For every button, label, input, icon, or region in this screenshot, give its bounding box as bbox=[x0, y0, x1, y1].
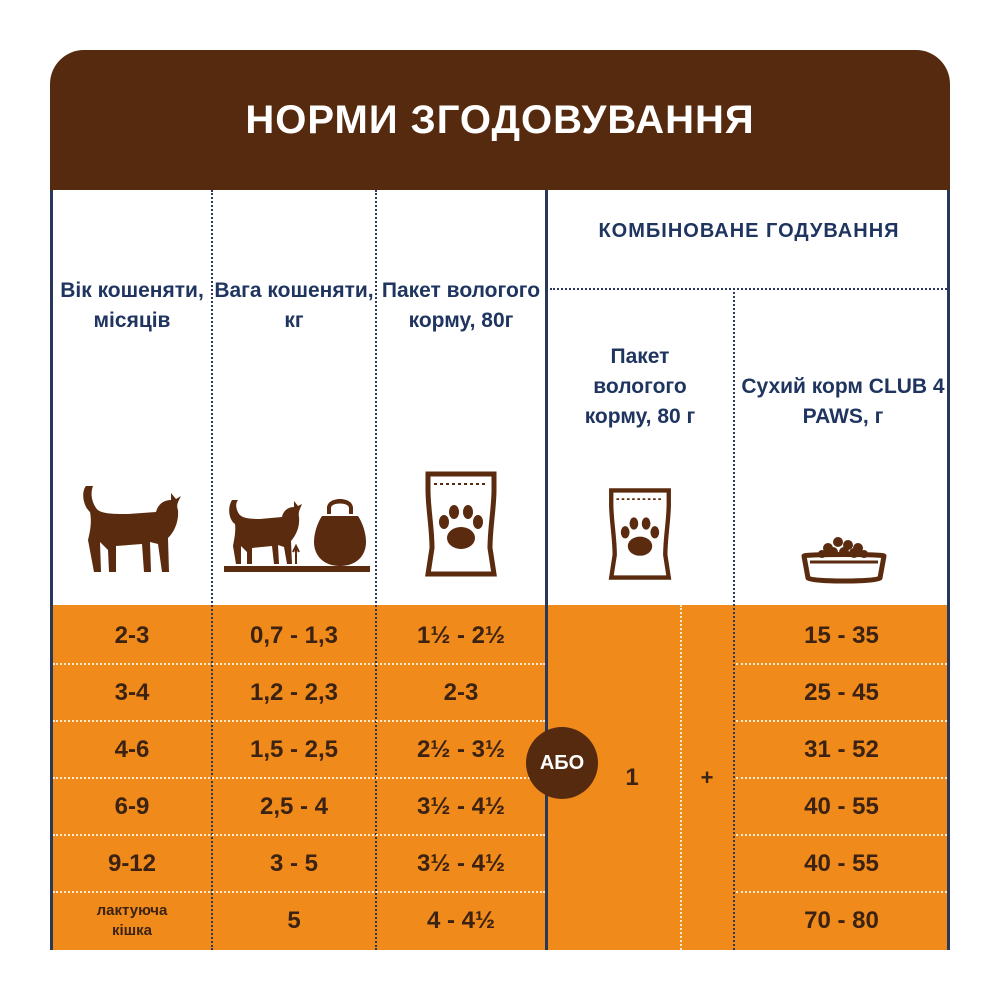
cell-dry-food: 40 - 55 bbox=[804, 850, 879, 877]
column-header-age: Вік кошеняти, місяців bbox=[60, 279, 204, 332]
combined-feeding-header: КОМБІНОВАНЕ ГОДУВАННЯ bbox=[598, 220, 900, 242]
cell-age: 9-12 bbox=[107, 850, 157, 877]
cell-wet-food: 2½ - 3½ bbox=[416, 736, 506, 763]
cell-dry-food: 40 - 55 bbox=[804, 793, 879, 820]
frame-left-border bbox=[50, 190, 53, 950]
cell-weight: 1,2 - 2,3 bbox=[249, 679, 339, 706]
cell-dry-food: 31 - 52 bbox=[804, 736, 879, 763]
cat-kettlebell-icon bbox=[224, 499, 370, 572]
cell-age: 3-4 bbox=[114, 679, 150, 706]
row-divider bbox=[53, 891, 545, 893]
cell-age: 4-6 bbox=[114, 736, 150, 763]
food-bowl-icon bbox=[801, 537, 887, 584]
row-divider bbox=[736, 834, 947, 836]
feeding-table-card: НОРМИ ЗГОДОВУВАННЯ КОМБІНОВАНЕ ГОДУВАННЯ… bbox=[50, 50, 950, 950]
cat-icon bbox=[83, 486, 181, 572]
row-divider bbox=[53, 720, 545, 722]
combo-wet-value: 1 bbox=[625, 764, 639, 791]
cell-weight: 5 bbox=[287, 907, 301, 934]
cell-wet-food: 4 - 4½ bbox=[426, 907, 496, 934]
cell-weight: 1,5 - 2,5 bbox=[249, 736, 339, 763]
cell-dry-food: 15 - 35 bbox=[804, 622, 879, 649]
page-title: НОРМИ ЗГОДОВУВАННЯ bbox=[245, 98, 755, 142]
column-header-weight: Вага кошеняти, кг bbox=[214, 279, 374, 332]
column-divider bbox=[680, 605, 682, 950]
column-divider bbox=[375, 190, 377, 950]
row-divider bbox=[53, 834, 545, 836]
column-header-combo-wet: Пакет вологого корму, 80 г bbox=[584, 345, 696, 428]
cell-wet-food: 3½ - 4½ bbox=[416, 793, 506, 820]
column-divider bbox=[211, 190, 213, 950]
cell-age: 6-9 bbox=[114, 793, 150, 820]
column-header-area bbox=[50, 190, 950, 605]
cell-wet-food: 1½ - 2½ bbox=[416, 622, 506, 649]
cell-weight: 0,7 - 1,3 bbox=[249, 622, 339, 649]
frame-right-border bbox=[947, 190, 950, 950]
cell-weight: 2,5 - 4 bbox=[259, 793, 329, 820]
row-divider bbox=[736, 777, 947, 779]
or-badge: АБО bbox=[526, 727, 598, 799]
combined-header-divider bbox=[550, 288, 950, 290]
pouch-paw-icon bbox=[425, 471, 497, 577]
row-divider bbox=[736, 663, 947, 665]
plus-sign: + bbox=[700, 765, 714, 790]
cell-weight: 3 - 5 bbox=[269, 850, 319, 877]
row-divider bbox=[53, 777, 545, 779]
row-divider bbox=[736, 720, 947, 722]
cell-age: 2-3 bbox=[114, 622, 150, 649]
row-divider bbox=[736, 891, 947, 893]
column-divider bbox=[733, 288, 735, 950]
cell-dry-food: 70 - 80 bbox=[804, 907, 879, 934]
cell-age: лактуюча кішка bbox=[96, 901, 168, 939]
cell-wet-food: 3½ - 4½ bbox=[416, 850, 506, 877]
column-header-wet-food: Пакет вологого корму, 80г bbox=[381, 279, 541, 332]
combined-section-divider bbox=[545, 190, 548, 950]
column-header-combo-dry: Сухий корм CLUB 4 PAWS, г bbox=[741, 375, 945, 428]
pouch-paw-icon bbox=[608, 488, 672, 580]
row-divider bbox=[53, 663, 545, 665]
title-bar: НОРМИ ЗГОДОВУВАННЯ bbox=[50, 50, 950, 190]
cell-wet-food: 2-3 bbox=[443, 679, 479, 706]
cell-dry-food: 25 - 45 bbox=[804, 679, 879, 706]
